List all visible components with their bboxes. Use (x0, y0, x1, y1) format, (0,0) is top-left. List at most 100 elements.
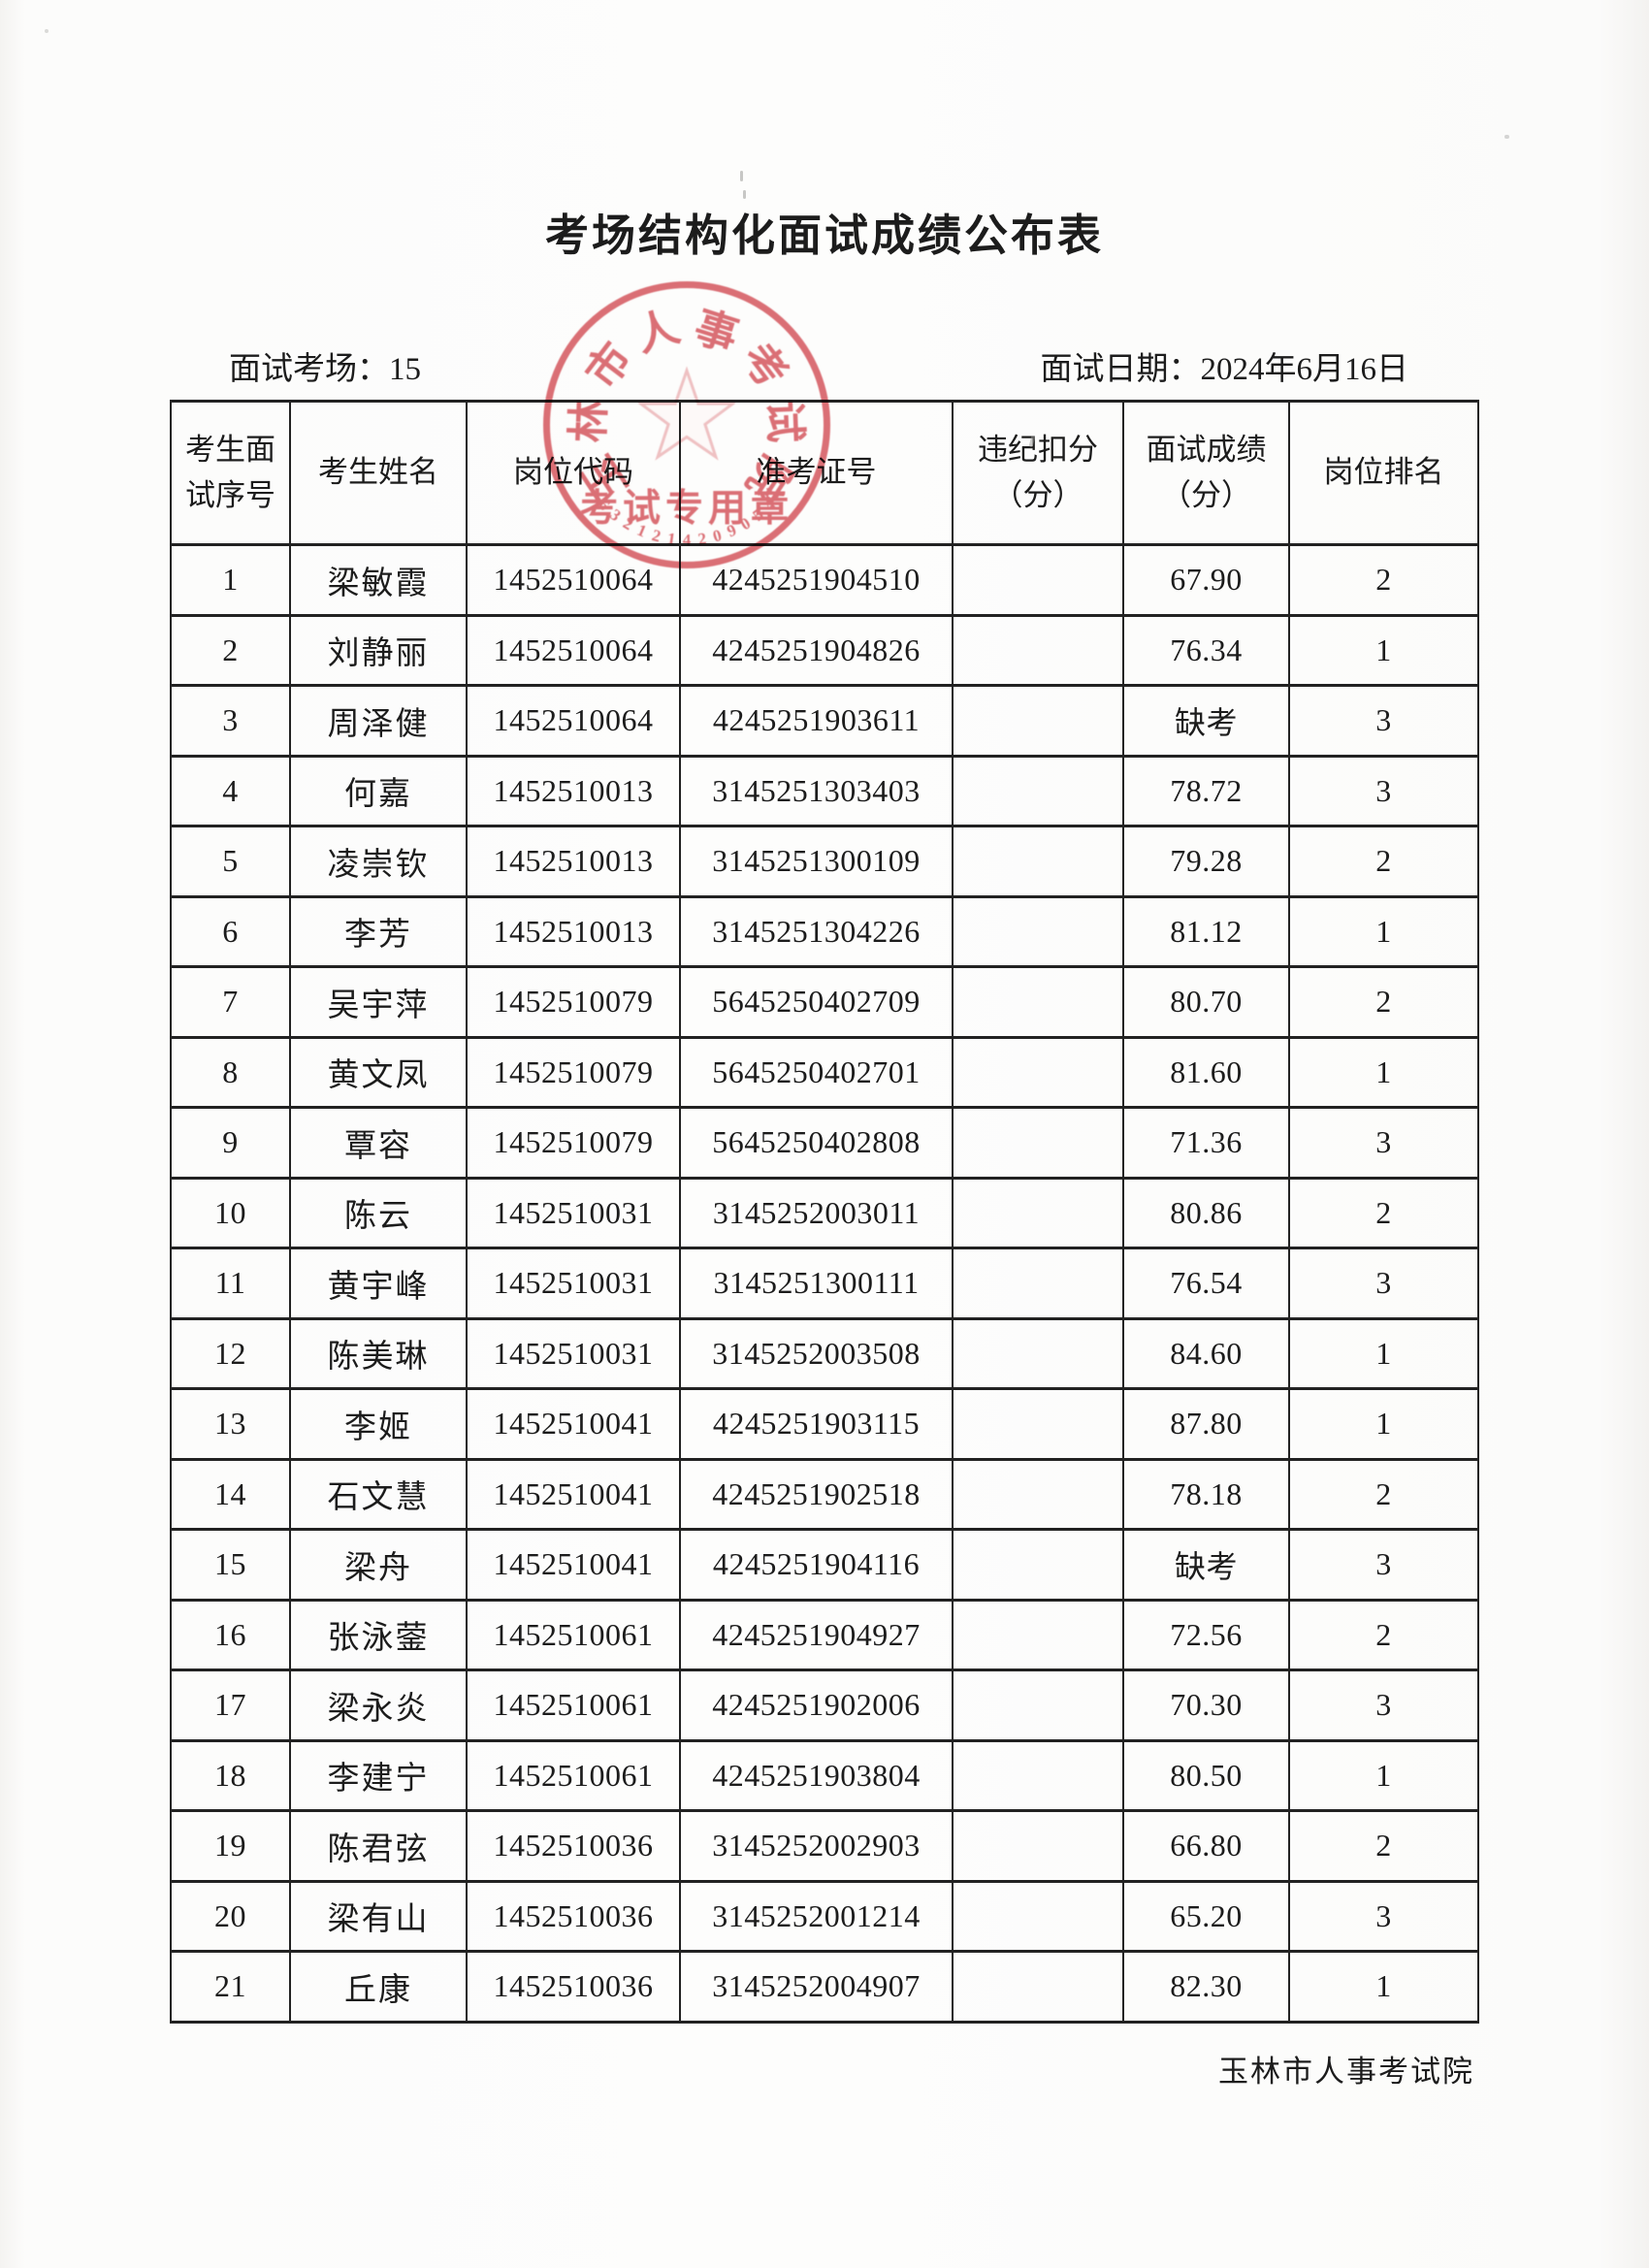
cell-ticket-no: 4245251904510 (679, 543, 954, 617)
cell-name: 李建宁 (289, 1738, 468, 1812)
issuer-signature: 玉林市人事考试院 (1218, 2055, 1474, 2089)
cell-deduction (952, 1669, 1124, 1742)
cell-deduction (952, 1035, 1124, 1109)
candidate-row: 15 梁舟 1452510041 4245251904116 缺考 3 (170, 1528, 1479, 1602)
cell-ticket-no: 5645250402701 (679, 1035, 954, 1109)
cell-sequence: 15 (170, 1528, 291, 1602)
cell-ticket-no: 3145252004907 (679, 1950, 954, 2024)
cell-post-code: 1452510061 (466, 1669, 681, 1742)
cell-post-code: 1452510036 (466, 1879, 681, 1953)
cell-ticket-no: 4245251903611 (679, 684, 954, 758)
cell-post-code: 1452510041 (466, 1387, 681, 1461)
candidate-row: 12 陈美琳 1452510031 3145252003508 84.60 1 (170, 1316, 1479, 1390)
candidate-row: 6 李芳 1452510013 3145251304226 81.12 1 (170, 894, 1479, 968)
cell-ticket-no: 4245251903115 (679, 1387, 954, 1461)
cell-rank: 1 (1288, 1387, 1479, 1461)
cell-ticket-no: 5645250402709 (679, 965, 954, 1039)
cell-name: 石文慧 (289, 1457, 468, 1531)
cell-name: 陈君弦 (289, 1809, 468, 1883)
cell-ticket-no: 4245251902006 (679, 1669, 954, 1742)
cell-score: 65.20 (1122, 1879, 1290, 1953)
interview-date-value: 2024年6月16日 (1200, 352, 1409, 387)
cell-name: 吴宇萍 (289, 965, 468, 1039)
cell-name: 凌崇钦 (289, 825, 468, 898)
cell-name: 覃容 (289, 1106, 468, 1180)
candidate-row: 9 覃容 1452510079 5645250402808 71.36 3 (170, 1106, 1479, 1180)
cell-sequence: 10 (170, 1176, 291, 1249)
column-header: 考生姓名 (289, 400, 468, 546)
cell-post-code: 1452510036 (466, 1809, 681, 1883)
column-header: 违纪扣分 （分） (952, 400, 1124, 546)
cell-post-code: 1452510079 (466, 965, 681, 1039)
cell-name: 黄文凤 (289, 1035, 468, 1109)
cell-deduction (952, 1247, 1124, 1320)
cell-name: 张泳蓥 (289, 1598, 468, 1671)
cell-ticket-no: 4245251904826 (679, 613, 954, 687)
table-header: 考生面 试序号 考生姓名 岗位代码 准考证号 违纪扣分 （分） 面试成绩 （分） 岗位排名 (170, 400, 1479, 546)
candidate-row: 14 石文慧 1452510041 4245251902518 78.18 2 (170, 1457, 1479, 1531)
cell-name: 何嘉 (289, 754, 468, 827)
cell-name: 刘静丽 (289, 613, 468, 687)
cell-deduction (952, 754, 1124, 827)
cell-post-code: 1452510064 (466, 684, 681, 758)
cell-deduction (952, 1316, 1124, 1390)
cell-ticket-no: 4245251904927 (679, 1598, 954, 1671)
cell-ticket-no: 3145251303403 (679, 754, 954, 827)
cell-sequence: 16 (170, 1598, 291, 1671)
cell-rank: 2 (1288, 1457, 1479, 1531)
cell-post-code: 1452510041 (466, 1457, 681, 1531)
cell-sequence: 13 (170, 1387, 291, 1461)
cell-post-code: 1452510079 (466, 1106, 681, 1180)
cell-score: 71.36 (1122, 1106, 1290, 1180)
table-header-row: 考生面 试序号 考生姓名 岗位代码 准考证号 违纪扣分 （分） 面试成绩 （分） 岗位排名 (170, 400, 1479, 546)
cell-post-code: 1452510064 (466, 543, 681, 617)
cell-rank: 1 (1288, 894, 1479, 968)
cell-rank: 2 (1288, 543, 1479, 617)
cell-post-code: 1452510013 (466, 754, 681, 827)
cell-ticket-no: 5645250402808 (679, 1106, 954, 1180)
cell-sequence: 7 (170, 965, 291, 1039)
cell-rank: 2 (1288, 1809, 1479, 1883)
candidate-row: 20 梁有山 1452510036 3145252001214 65.20 3 (170, 1879, 1479, 1953)
scan-artifact (740, 171, 743, 181)
candidate-row: 13 李姬 1452510041 4245251903115 87.80 1 (170, 1387, 1479, 1461)
cell-post-code: 1452510031 (466, 1316, 681, 1390)
candidate-row: 1 梁敏霞 1452510064 4245251904510 67.90 2 (170, 543, 1479, 617)
cell-score: 80.70 (1122, 965, 1290, 1039)
cell-rank: 1 (1288, 1035, 1479, 1109)
cell-rank: 2 (1288, 1598, 1479, 1671)
cell-deduction (952, 543, 1124, 617)
cell-deduction (952, 1387, 1124, 1461)
cell-deduction (952, 1106, 1124, 1180)
cell-deduction (952, 1809, 1124, 1883)
cell-name: 梁永炎 (289, 1669, 468, 1742)
cell-post-code: 1452510013 (466, 894, 681, 968)
column-header: 面试成绩 （分） (1122, 400, 1290, 546)
candidate-row: 5 凌崇钦 1452510013 3145251300109 79.28 2 (170, 825, 1479, 898)
page-title: 考场结构化面试成绩公布表 (544, 211, 1104, 260)
cell-name: 陈美琳 (289, 1316, 468, 1390)
cell-name: 李芳 (289, 894, 468, 968)
cell-post-code: 1452510061 (466, 1738, 681, 1812)
cell-deduction (952, 965, 1124, 1039)
cell-sequence: 3 (170, 684, 291, 758)
cell-sequence: 20 (170, 1879, 291, 1953)
cell-ticket-no: 3145252003508 (679, 1316, 954, 1390)
candidate-row: 3 周泽健 1452510064 4245251903611 缺考 3 (170, 684, 1479, 758)
cell-score: 76.34 (1122, 613, 1290, 687)
cell-sequence: 19 (170, 1809, 291, 1883)
candidate-row: 4 何嘉 1452510013 3145251303403 78.72 3 (170, 754, 1479, 827)
cell-post-code: 1452510031 (466, 1176, 681, 1249)
cell-sequence: 6 (170, 894, 291, 968)
cell-sequence: 2 (170, 613, 291, 687)
cell-post-code: 1452510013 (466, 825, 681, 898)
cell-ticket-no: 4245251904116 (679, 1528, 954, 1602)
cell-deduction (952, 1879, 1124, 1953)
candidate-row: 19 陈君弦 1452510036 3145252002903 66.80 2 (170, 1809, 1479, 1883)
column-header: 岗位排名 (1288, 400, 1479, 546)
cell-sequence: 21 (170, 1950, 291, 2024)
candidate-row: 17 梁永炎 1452510061 4245251902006 70.30 3 (170, 1669, 1479, 1742)
cell-score: 84.60 (1122, 1316, 1290, 1390)
candidate-row: 8 黄文凤 1452510079 5645250402701 81.60 1 (170, 1035, 1479, 1109)
